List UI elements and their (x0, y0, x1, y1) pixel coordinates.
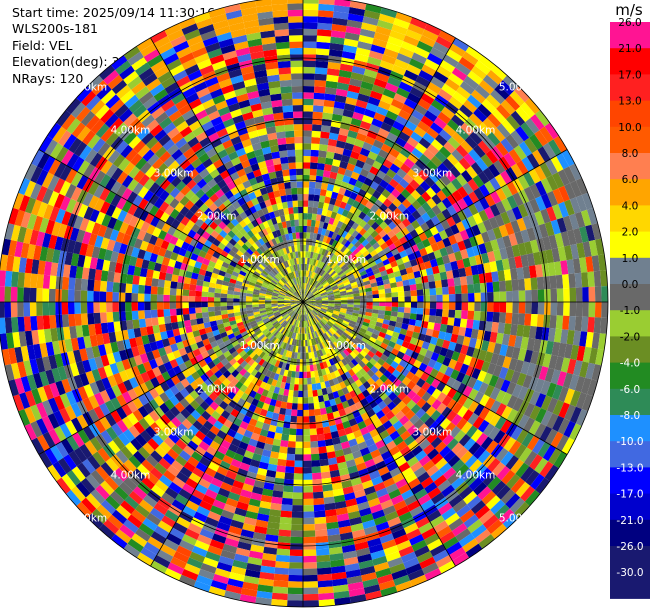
azimuth-line (302, 301, 568, 455)
colorbar-bin (610, 153, 650, 180)
range-ring-label: 2.00km (369, 211, 409, 223)
colorbar-bin (610, 100, 650, 128)
colorbar-tick-label: -21.0 (616, 515, 643, 527)
range-ring-label: 2.00km (197, 211, 237, 223)
colorbar-tick-label: -2.0 (620, 331, 641, 343)
colorbar-tick-label: -26.0 (616, 541, 643, 553)
azimuth-line (302, 149, 568, 303)
colorbar: m/s 26.0 21.0 17.0 13.0 10.0 8.0 6.0 4.0 2.0 1.0 0… (610, 1, 650, 599)
colorbar-tick-label: 17.0 (618, 69, 641, 81)
colorbar-tick-label: 6.0 (622, 174, 639, 186)
colorbar-bin (610, 415, 650, 442)
colorbar-bin (610, 48, 650, 75)
colorbar-tick-label: 0.0 (622, 279, 639, 291)
range-ring-label: 2.00km (197, 383, 237, 395)
colorbar-tick-label: 2.0 (622, 227, 639, 239)
colorbar-tick-label: 1.0 (622, 253, 639, 265)
colorbar-tick-label: 26.0 (618, 17, 641, 29)
range-ring-label: 3.00km (413, 168, 453, 180)
range-ring-label: 3.00km (154, 426, 194, 438)
range-ring-label: 1.00km (326, 254, 366, 266)
colorbar-bin (610, 310, 650, 337)
range-ring-label: 4.00km (456, 125, 496, 137)
colorbar-bin (610, 572, 650, 599)
azimuth-line (150, 37, 304, 303)
colorbar-bin (610, 467, 650, 495)
colorbar-bin (610, 231, 650, 259)
colorbar-bin (610, 205, 650, 233)
colorbar-bin (610, 74, 650, 102)
azimuth-line (38, 301, 304, 455)
range-ring-label: 5.00km (499, 513, 539, 525)
range-ring-label: 1.00km (240, 340, 280, 352)
range-ring-label: 4.00km (111, 470, 151, 482)
colorbar-tick-label: 13.0 (618, 96, 641, 108)
range-ring-label: 3.00km (413, 426, 453, 438)
velocity-gates (0, 0, 608, 607)
colorbar-tick-label: -30.0 (616, 567, 643, 579)
colorbar-bin (610, 284, 650, 311)
field-label: Field: VEL (12, 37, 73, 53)
range-ring-label: 1.00km (240, 254, 280, 266)
colorbar-bin (610, 179, 650, 206)
colorbar-tick-label: 4.0 (622, 200, 639, 212)
colorbar-bin (610, 22, 650, 49)
range-ring-label: 3.00km (154, 168, 194, 180)
colorbar-bin (610, 362, 650, 390)
colorbar-bin (610, 126, 650, 154)
colorbar-tick-label: -13.0 (616, 462, 643, 474)
colorbar-tick-label: -10.0 (616, 436, 643, 448)
colorbar-bin (610, 493, 650, 521)
azimuth-line (150, 301, 304, 567)
colorbar-tick-label: -17.0 (616, 489, 643, 501)
colorbar-bin (610, 441, 650, 468)
colorbar-bin (610, 257, 650, 285)
colorbar-tick-label: -4.0 (620, 358, 641, 370)
colorbar-bin (610, 546, 650, 573)
range-ring-label: 5.00km (499, 81, 539, 93)
colorbar-bin (610, 336, 650, 364)
azimuth-line (302, 301, 456, 567)
colorbar-tick-label: 8.0 (622, 148, 639, 160)
range-ring-label: 5.00km (67, 81, 107, 93)
range-ring-label: 4.00km (111, 125, 151, 137)
start-time-label: Start time: 2025/09/14 11:30:16 (12, 5, 216, 20)
range-ring-label: 1.00km (326, 340, 366, 352)
azimuth-line (302, 37, 456, 303)
site-label: WLS200s-181 (12, 21, 98, 37)
colorbar-unit: m/s (615, 1, 643, 19)
colorbar-tick-label: 10.0 (618, 122, 641, 134)
nrays-label: NRays: 120 (12, 70, 84, 86)
ppi-plot: 1.00km 1.00km 1.00km 1.00km 2.00km 2.00km 2.00… (0, 0, 609, 608)
range-ring-label: 4.00km (456, 470, 496, 482)
range-ring-label: 5.00km (67, 513, 107, 525)
colorbar-tick-label: -6.0 (620, 384, 641, 396)
range-ring-labels: 1.00km 1.00km 1.00km 1.00km 2.00km 2.00km 2.00… (67, 81, 538, 524)
azimuth-line (38, 149, 304, 303)
colorbar-tick-label: 21.0 (618, 43, 641, 55)
range-ring-label: 2.00km (369, 383, 409, 395)
colorbar-tick-label: -8.0 (620, 410, 641, 422)
colorbar-tick-label: -1.0 (620, 305, 641, 317)
polar-grid (0, 0, 609, 608)
colorbar-bin (610, 388, 650, 416)
colorbar-bin (610, 519, 650, 547)
